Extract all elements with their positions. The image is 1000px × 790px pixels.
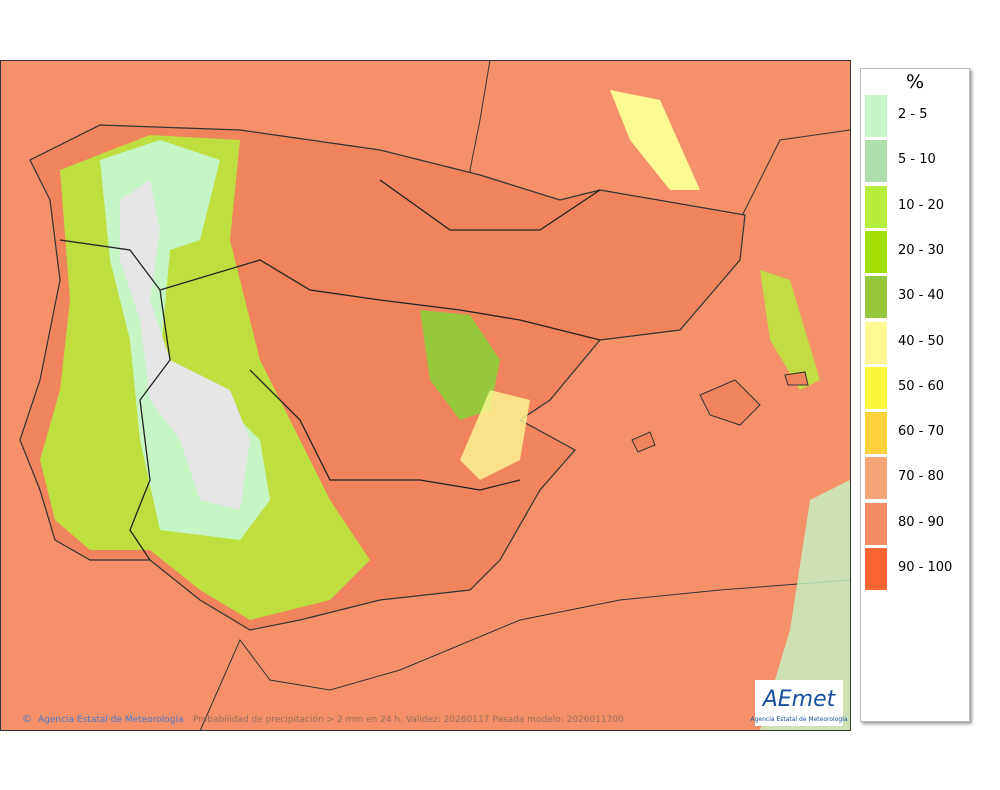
map: AEmet Agencia Estatal de Meteorología © … <box>0 60 851 731</box>
legend-label: 40 - 50 <box>898 333 945 349</box>
logo-box <box>755 680 843 726</box>
logo-subtitle: Agencia Estatal de Meteorología <box>751 716 848 723</box>
copyright: © <box>22 714 32 725</box>
legend-item: 20 - 30 <box>865 230 965 273</box>
east-yellow <box>460 390 530 480</box>
legend-label: 20 - 30 <box>898 242 945 258</box>
legend-swatch <box>865 502 887 545</box>
legend-item: 80 - 90 <box>865 502 965 545</box>
legend-swatch <box>865 185 887 228</box>
legend-swatch <box>865 321 887 364</box>
legend-label: 2 - 5 <box>898 107 928 122</box>
legend-swatch <box>865 140 887 183</box>
legend-swatch <box>865 412 887 455</box>
legend-item: 90 - 100 <box>865 548 965 590</box>
mallorca <box>699 379 761 426</box>
africa-coast <box>199 579 851 731</box>
legend-item: 10 - 20 <box>865 185 965 228</box>
legend-label: 90 - 100 <box>898 560 953 575</box>
ibiza <box>631 431 656 453</box>
corsica-coast <box>739 129 851 221</box>
legend-label: 5 - 10 <box>898 152 936 168</box>
legend-swatch <box>865 548 887 590</box>
legend-item: 40 - 50 <box>865 321 965 364</box>
legend-item: 30 - 40 <box>865 276 965 319</box>
legend-label: 70 - 80 <box>898 469 945 485</box>
legend-label: 10 - 20 <box>898 197 945 213</box>
legend-swatch <box>865 366 887 409</box>
legend-label: 60 - 70 <box>898 424 945 440</box>
legend-label: 30 - 40 <box>898 288 945 304</box>
legend-item: 60 - 70 <box>865 412 965 455</box>
legend-swatch <box>865 95 887 137</box>
legend-swatch <box>865 230 887 273</box>
legend-swatch <box>865 276 887 319</box>
southeast-mint <box>760 480 850 730</box>
legend-item: 50 - 60 <box>865 366 965 409</box>
legend-label: 80 - 90 <box>898 514 945 530</box>
credit: Agencia Estatal de Meteorología <box>38 715 184 725</box>
legend-item: 2 - 5 <box>865 95 965 137</box>
menorca <box>784 371 809 386</box>
legend-item: 70 - 80 <box>865 457 965 500</box>
legend-label: 50 - 60 <box>898 378 945 394</box>
borders <box>59 179 601 561</box>
caption: Probabilidad de precipitación > 2 mm en … <box>193 714 624 725</box>
legend-swatch <box>865 457 887 500</box>
west-white <box>120 180 250 510</box>
legend-title: % <box>905 71 925 93</box>
logo-name: AEmet <box>761 687 837 712</box>
east-green <box>420 310 500 420</box>
east-sea-green <box>760 270 820 390</box>
legend: % 2 - 5 5 - 10 10 - 20 20 - 30 30 - 40 40 - 5… <box>860 68 970 722</box>
legend-item: 5 - 10 <box>865 140 965 183</box>
north-yellow <box>610 90 700 190</box>
